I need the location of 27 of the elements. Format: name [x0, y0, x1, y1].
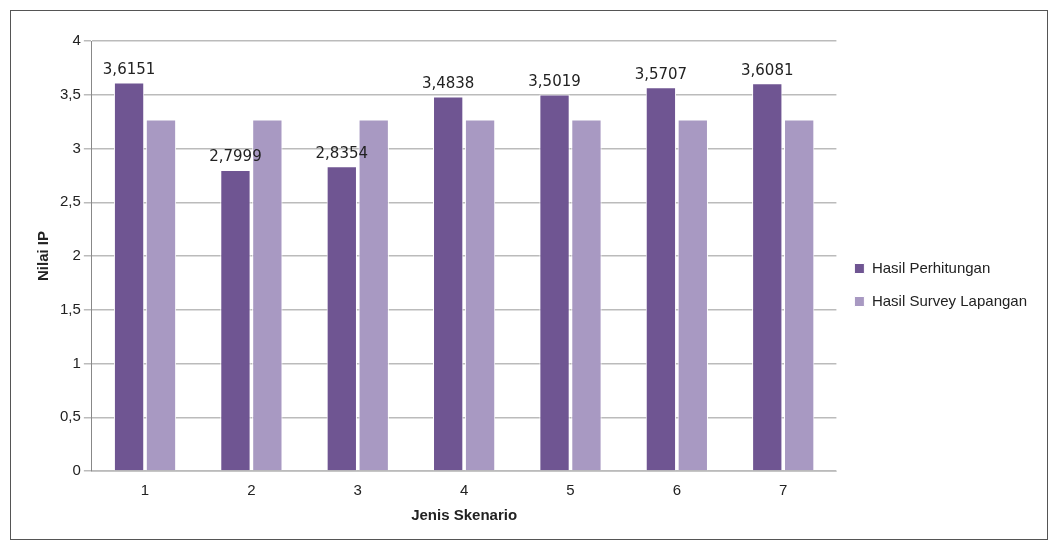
x-tick-label: 2 — [247, 481, 256, 499]
y-tick-label: 2 — [72, 246, 81, 264]
x-tick-label: 3 — [353, 481, 362, 499]
x-tick-label: 6 — [672, 481, 682, 499]
data-label: 2,7999 — [209, 147, 262, 166]
data-label: 3,6151 — [102, 59, 156, 78]
data-label: 2,8354 — [315, 143, 369, 162]
legend-label: Hasil Perhitungan — [871, 258, 991, 276]
legend-label: Hasil Survey Lapangan — [871, 291, 1028, 309]
y-tick-label: 3 — [72, 138, 81, 156]
y-tick-label: 1,5 — [59, 299, 81, 317]
x-tick-label: 7 — [779, 481, 788, 499]
y-tick-label: 4 — [72, 31, 81, 49]
x-tick-label: 1 — [140, 481, 150, 499]
y-tick-label: 2,5 — [59, 192, 81, 210]
x-tick-label: 4 — [459, 481, 469, 499]
y-tick-label: 0,5 — [59, 407, 81, 425]
data-label: 3,4838 — [421, 73, 475, 92]
y-axis-title: Nilai IP — [34, 230, 52, 282]
y-tick-label: 0 — [72, 461, 81, 479]
y-tick-label: 1 — [72, 353, 81, 371]
x-axis-title: Jenis Skenario — [411, 506, 518, 524]
data-label: 3,5707 — [634, 64, 688, 83]
x-tick-label: 5 — [566, 481, 575, 499]
data-label: 3,6081 — [741, 60, 794, 79]
y-tick-label: 3,5 — [59, 84, 81, 102]
data-label: 3,5019 — [528, 71, 581, 90]
